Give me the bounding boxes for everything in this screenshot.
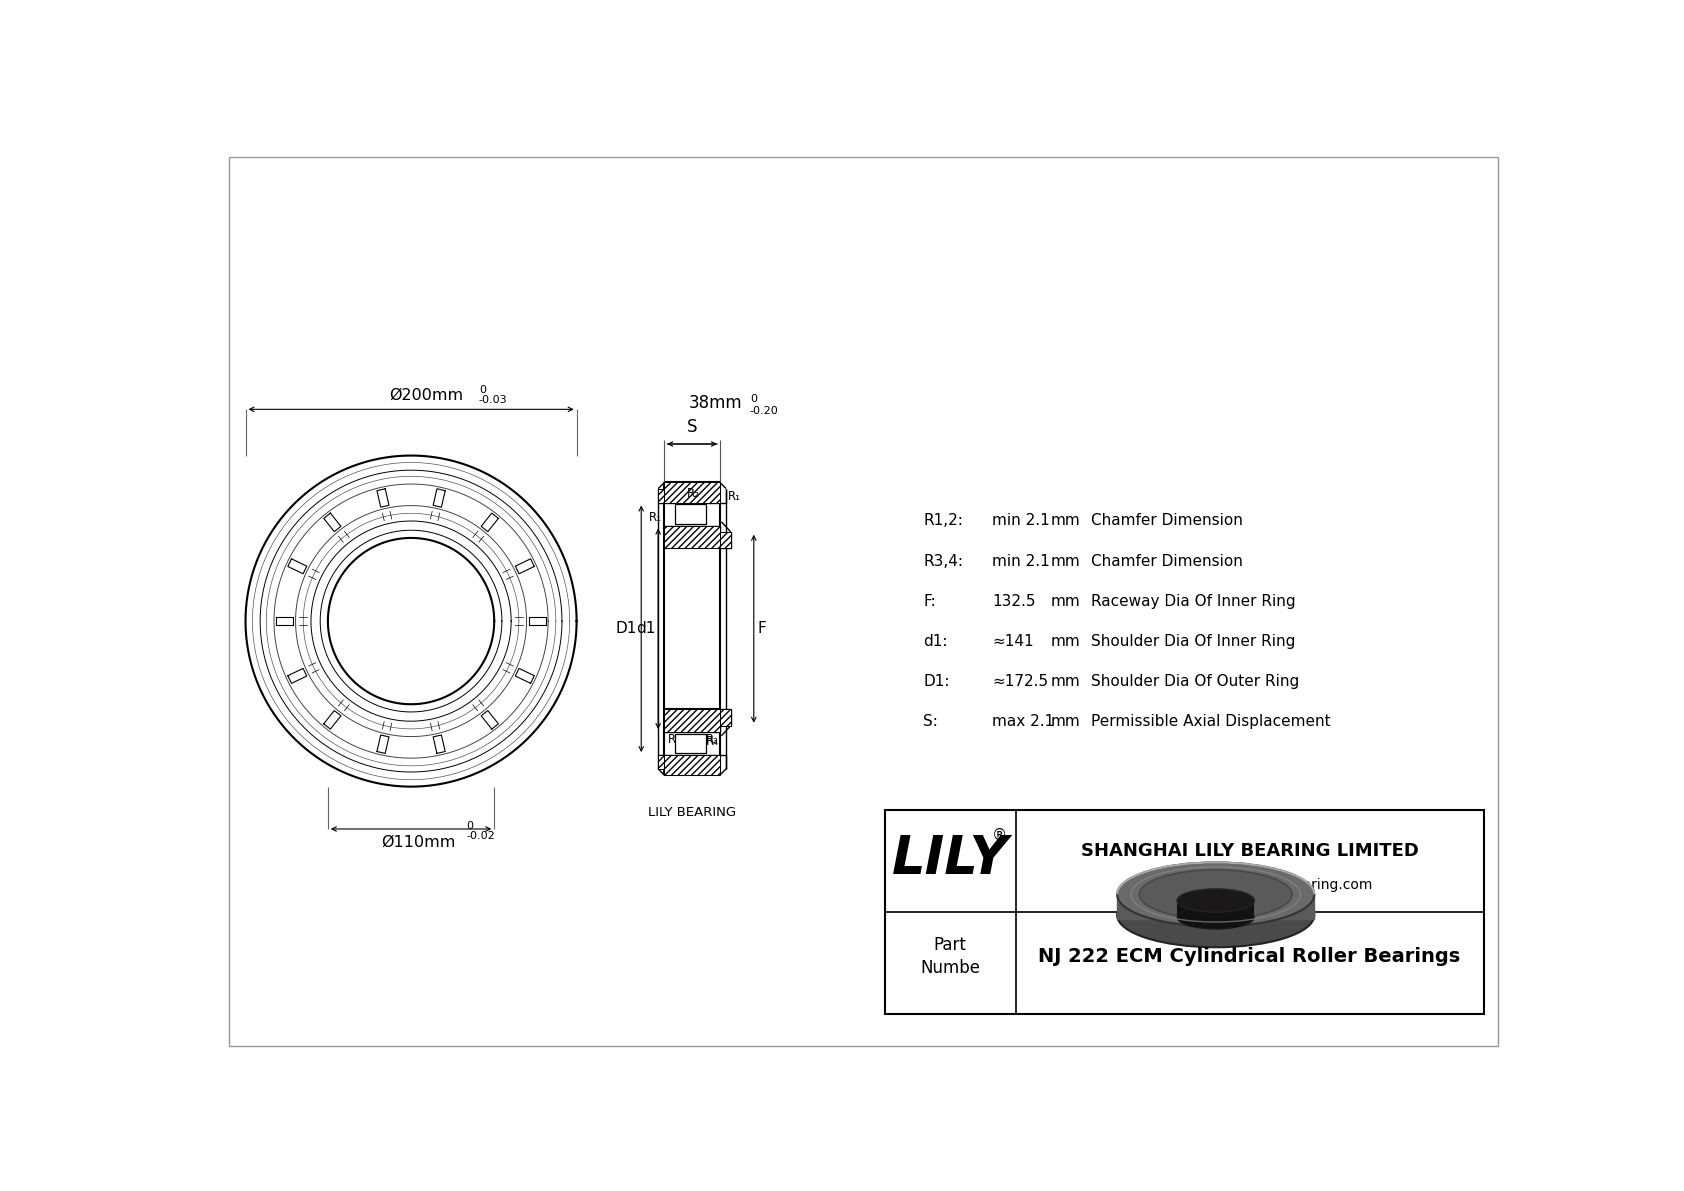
Bar	[658, 755, 663, 769]
Text: Shoulder Dia Of Outer Ring: Shoulder Dia Of Outer Ring	[1091, 674, 1300, 688]
Text: R₄: R₄	[706, 735, 719, 748]
Text: Chamfer Dimension: Chamfer Dimension	[1091, 513, 1243, 529]
Text: SHANGHAI LILY BEARING LIMITED: SHANGHAI LILY BEARING LIMITED	[1081, 842, 1418, 860]
Bar	[719, 532, 731, 548]
Text: d1: d1	[635, 622, 655, 636]
Text: F: F	[758, 622, 766, 636]
Text: R3,4:: R3,4:	[923, 554, 963, 568]
Text: 0: 0	[478, 386, 485, 395]
Text: S: S	[687, 418, 697, 436]
Text: Email: lilybearing@lily-bearing.com: Email: lilybearing@lily-bearing.com	[1127, 878, 1372, 892]
Polygon shape	[1116, 894, 1314, 919]
Bar	[663, 755, 719, 775]
Text: R₂: R₂	[667, 732, 680, 746]
Bar	[663, 710, 719, 732]
Bar	[884, 810, 1484, 1014]
Text: F:: F:	[923, 593, 936, 609]
Text: mm: mm	[1051, 634, 1079, 649]
Text: mm: mm	[1051, 554, 1079, 568]
Text: ≈141: ≈141	[992, 634, 1034, 649]
Bar	[675, 734, 706, 753]
Ellipse shape	[1116, 884, 1314, 947]
Text: 0: 0	[466, 821, 473, 830]
Text: NJ 222 ECM Cylindrical Roller Bearings: NJ 222 ECM Cylindrical Roller Bearings	[1039, 947, 1460, 966]
Text: 38mm: 38mm	[689, 394, 743, 412]
Text: Chamfer Dimension: Chamfer Dimension	[1091, 554, 1243, 568]
Text: max 2.1: max 2.1	[992, 713, 1054, 729]
Bar	[719, 710, 731, 725]
Text: -0.20: -0.20	[749, 405, 778, 416]
Ellipse shape	[1116, 862, 1314, 927]
Text: mm: mm	[1051, 713, 1079, 729]
Text: min 2.1: min 2.1	[992, 513, 1051, 529]
Text: R₁: R₁	[727, 491, 741, 503]
Text: -0.03: -0.03	[478, 395, 507, 405]
Text: 132.5: 132.5	[992, 593, 1036, 609]
Text: LILY: LILY	[891, 833, 1009, 885]
Bar	[663, 525, 719, 548]
Text: ®: ®	[992, 828, 1007, 843]
Text: D1: D1	[616, 622, 637, 636]
Text: d1:: d1:	[923, 634, 948, 649]
Text: min 2.1: min 2.1	[992, 554, 1051, 568]
Bar	[663, 482, 719, 503]
Bar	[658, 488, 663, 503]
Text: mm: mm	[1051, 513, 1079, 529]
Text: mm: mm	[1051, 674, 1079, 688]
Text: -0.02: -0.02	[466, 830, 495, 841]
Text: 0: 0	[749, 394, 756, 404]
Text: mm: mm	[1051, 593, 1079, 609]
Text: ≈172.5: ≈172.5	[992, 674, 1049, 688]
Text: LILY BEARING: LILY BEARING	[648, 806, 736, 819]
Text: Raceway Dia Of Inner Ring: Raceway Dia Of Inner Ring	[1091, 593, 1295, 609]
Polygon shape	[1177, 900, 1255, 917]
Ellipse shape	[1177, 906, 1255, 929]
Text: Ø200mm: Ø200mm	[389, 388, 463, 404]
Ellipse shape	[1177, 888, 1255, 912]
Text: R₁: R₁	[648, 511, 662, 524]
Text: Permissible Axial Displacement: Permissible Axial Displacement	[1091, 713, 1330, 729]
Text: Shoulder Dia Of Inner Ring: Shoulder Dia Of Inner Ring	[1091, 634, 1295, 649]
Text: D1:: D1:	[923, 674, 950, 688]
Text: Part
Numbe: Part Numbe	[919, 936, 980, 978]
Ellipse shape	[1140, 869, 1292, 919]
Text: Ø110mm: Ø110mm	[382, 835, 456, 850]
Text: R₃: R₃	[706, 732, 719, 746]
Text: S:: S:	[923, 713, 938, 729]
Bar	[675, 504, 706, 524]
Text: R1,2:: R1,2:	[923, 513, 963, 529]
Text: R₂: R₂	[687, 487, 701, 499]
